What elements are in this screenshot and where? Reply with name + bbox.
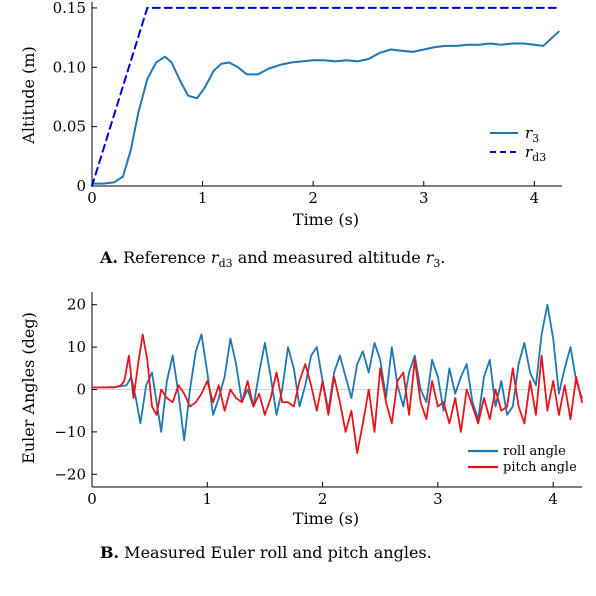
legend-roll-label: roll angle (503, 444, 566, 459)
altitude-legend: r3 rd3 (490, 124, 546, 164)
altitude-chart: 0 1 2 3 4 0 0.05 0.10 0.15 Altitude (m) Time (s)… (19, 0, 562, 270)
euler-x-tick-label: 1 (203, 490, 213, 508)
euler-x-tick-label: 2 (318, 490, 328, 508)
euler-y-tick-label: 20 (67, 296, 86, 314)
altitude-axes (91, 2, 562, 187)
altitude-x-tick-label: 0 (87, 189, 97, 207)
euler-y-axis-label: Euler Angles (deg) (19, 312, 38, 464)
euler-legend: roll angle pitch angle (468, 444, 577, 475)
altitude-x-axis-label: Time (s) (293, 210, 359, 229)
altitude-x-tick-label: 1 (198, 189, 208, 207)
euler-y-tick-label: −10 (54, 423, 86, 441)
altitude-x-tick-label: 4 (530, 189, 540, 207)
euler-y-tick-label: 10 (67, 338, 86, 356)
euler-x-tick-label: 4 (548, 490, 558, 508)
altitude-y-tick-label: 0.05 (53, 118, 86, 136)
legend-r3-label: r3 (525, 124, 539, 145)
caption-a: A. Reference rd3 and measured altitude r… (99, 248, 446, 270)
euler-ticks: 0 1 2 3 4 −20 −10 0 10 20 (54, 296, 558, 508)
euler-x-axis-label: Time (s) (293, 509, 359, 528)
altitude-y-tick-label: 0.10 (53, 58, 86, 76)
altitude-ticks: 0 1 2 3 4 0 0.05 0.10 0.15 (53, 0, 540, 207)
euler-series-roll-angle (91, 303, 583, 442)
altitude-series (91, 6, 560, 187)
euler-series (91, 303, 583, 455)
altitude-x-tick-label: 3 (419, 189, 429, 207)
altitude-y-tick-label: 0.15 (53, 0, 86, 17)
altitude-series-r3 (91, 30, 560, 185)
euler-y-tick-label: 0 (76, 381, 86, 399)
euler-x-tick-label: 0 (87, 490, 97, 508)
legend-rd3-label: rd3 (525, 143, 546, 164)
euler-x-tick-label: 3 (433, 490, 443, 508)
altitude-x-tick-label: 2 (308, 189, 318, 207)
euler-chart: 0 1 2 3 4 −20 −10 0 10 20 Euler Angles (deg) Time… (19, 292, 583, 562)
altitude-series-rd3 (91, 6, 560, 187)
legend-pitch-label: pitch angle (503, 460, 577, 475)
euler-series-pitch-angle (91, 333, 583, 455)
caption-b: B. Measured Euler roll and pitch angles. (100, 543, 432, 562)
altitude-y-tick-label: 0 (76, 177, 86, 195)
euler-y-tick-label: −20 (54, 465, 86, 483)
altitude-y-axis-label: Altitude (m) (19, 46, 38, 144)
